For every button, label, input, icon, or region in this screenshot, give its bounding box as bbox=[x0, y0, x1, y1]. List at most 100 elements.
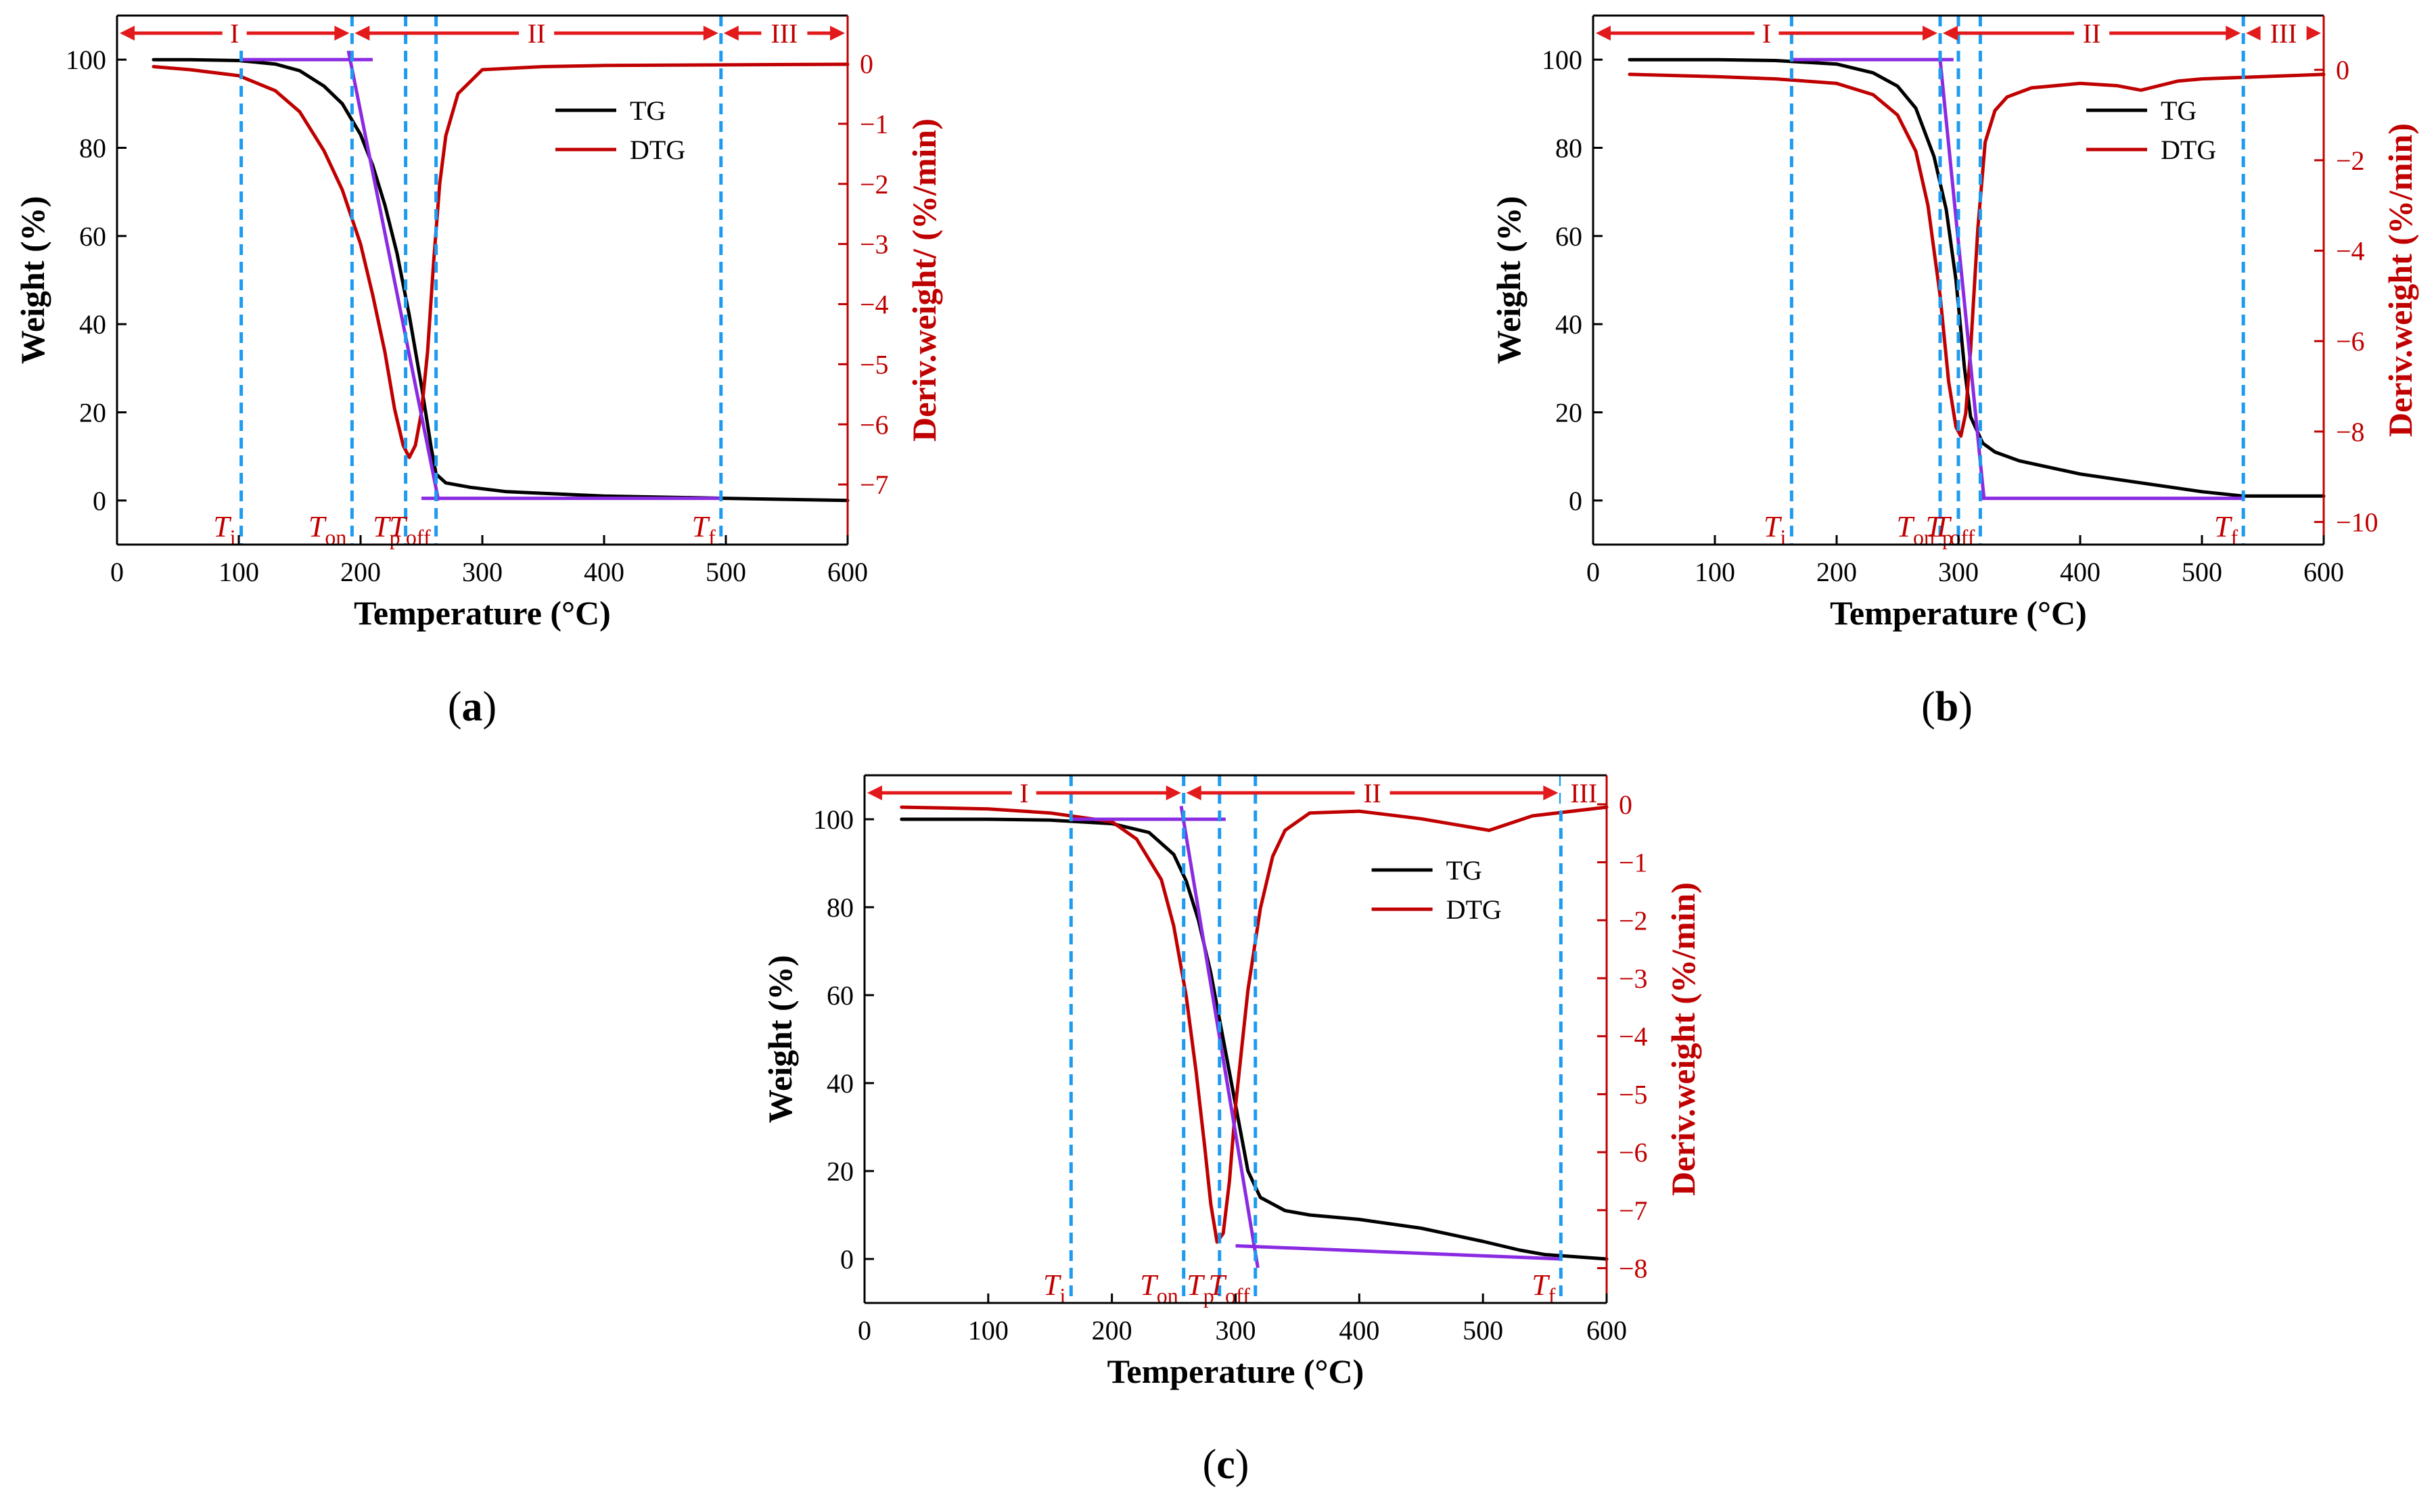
region-arrowhead-left bbox=[867, 785, 882, 800]
tangent-line-c-1 bbox=[1179, 806, 1260, 1268]
y-tick-label-b-60: 60 bbox=[1555, 221, 1582, 252]
y2-tick-label-a--5: −5 bbox=[860, 349, 889, 380]
region-arrowhead-right bbox=[830, 26, 845, 41]
y-tick-label-a-0: 0 bbox=[93, 486, 106, 516]
x-tick-label-a-100: 100 bbox=[219, 557, 259, 587]
y2-tick-label-b--8: −8 bbox=[2336, 417, 2365, 447]
y2-tick-label-b--4: −4 bbox=[2336, 236, 2365, 267]
x-tick-label-a-300: 300 bbox=[462, 557, 503, 587]
region-label-bg bbox=[519, 16, 555, 45]
y-tick-label-b-80: 80 bbox=[1555, 133, 1582, 164]
region-label-bg bbox=[2260, 16, 2307, 45]
region-label-c-I: I bbox=[1019, 778, 1028, 808]
region-arrowhead-left bbox=[2246, 26, 2261, 41]
region-arrowhead-left bbox=[1943, 26, 1958, 41]
region-label-bg bbox=[222, 16, 247, 45]
y2-tick-label-a--4: −4 bbox=[860, 290, 889, 320]
region-arrowhead-left bbox=[723, 26, 739, 41]
legend-label-tg-c: TG bbox=[1446, 855, 1482, 886]
region-arrowhead-left bbox=[354, 26, 370, 41]
x-tick-label-c-500: 500 bbox=[1463, 1315, 1503, 1346]
x-axis-title-c: Temperature (°C) bbox=[1107, 1352, 1364, 1390]
y2-tick-label-c--3: −3 bbox=[1619, 963, 1648, 994]
region-arrow-a-2: II bbox=[354, 16, 718, 49]
marker-label-a-on: Ton bbox=[308, 510, 346, 549]
x-tick-label-a-400: 400 bbox=[584, 557, 624, 587]
marker-label-c-f: Tf bbox=[1532, 1268, 1555, 1308]
region-arrow-b-3: III bbox=[2246, 16, 2321, 49]
region-arrowhead-right bbox=[1923, 26, 1937, 41]
region-label-b-II: II bbox=[2083, 18, 2101, 49]
region-arrowhead-right bbox=[2306, 26, 2321, 41]
series-dtg-line-c bbox=[900, 805, 1609, 1244]
marker-label-b-i: Ti bbox=[1764, 510, 1786, 549]
x-tick-label-b-400: 400 bbox=[2060, 557, 2100, 587]
y2-axis-title-a: Deriv.weight/ (%/min) bbox=[905, 118, 943, 442]
y-tick-label-b-0: 0 bbox=[1569, 486, 1582, 516]
legend-label-tg-a: TG bbox=[630, 95, 666, 126]
tangent-line-c-2 bbox=[1235, 1244, 1561, 1261]
y2-tick-label-c--6: −6 bbox=[1619, 1137, 1648, 1168]
region-label-a-I: I bbox=[230, 18, 239, 49]
marker-label-c-off: Toff bbox=[1209, 1268, 1251, 1308]
x-axis-title-a: Temperature (°C) bbox=[354, 594, 611, 632]
legend-label-dtg-b: DTG bbox=[2161, 135, 2216, 165]
region-arrowhead-right bbox=[1543, 785, 1559, 800]
x-tick-label-a-200: 200 bbox=[340, 557, 381, 587]
region-arrow-c-2: II bbox=[1186, 775, 1559, 808]
region-label-c-II: II bbox=[1363, 778, 1381, 808]
y2-tick-label-b-0: 0 bbox=[2336, 55, 2349, 85]
region-arrowhead-right bbox=[2226, 26, 2241, 41]
y2-tick-label-c--4: −4 bbox=[1619, 1022, 1648, 1052]
caption-b: (b) bbox=[1921, 684, 1973, 730]
region-arrowhead-left bbox=[120, 26, 135, 41]
y-tick-label-a-100: 100 bbox=[66, 45, 106, 75]
marker-label-b-p: Tp bbox=[1926, 510, 1953, 549]
region-label-bg bbox=[761, 16, 808, 45]
y-tick-label-b-20: 20 bbox=[1555, 398, 1582, 428]
region-arrow-a-3: III bbox=[723, 16, 845, 49]
series-tg-line-b bbox=[1628, 58, 2326, 498]
y-tick-label-a-60: 60 bbox=[79, 221, 106, 252]
y-tick-label-b-100: 100 bbox=[1542, 45, 1582, 75]
y2-tick-label-c--7: −7 bbox=[1619, 1195, 1648, 1226]
region-arrowhead-right bbox=[1166, 785, 1181, 800]
y2-tick-label-a--2: −2 bbox=[860, 169, 889, 200]
x-tick-label-c-200: 200 bbox=[1092, 1315, 1132, 1346]
legend-label-dtg-a: DTG bbox=[630, 135, 685, 165]
x-tick-label-b-600: 600 bbox=[2303, 557, 2344, 587]
region-label-b-III: III bbox=[2270, 18, 2297, 49]
y2-tick-label-c--8: −8 bbox=[1619, 1254, 1648, 1284]
x-axis-title-b: Temperature (°C) bbox=[1830, 594, 2087, 632]
tangent-line-b-1 bbox=[1938, 59, 1986, 499]
region-arrow-c-3: III bbox=[1561, 775, 1607, 808]
y2-tick-label-b--10: −10 bbox=[2336, 507, 2378, 538]
y2-tick-label-c--2: −2 bbox=[1619, 905, 1648, 936]
tangent-line-a-1 bbox=[346, 50, 440, 501]
y2-tick-label-c-0: 0 bbox=[1619, 789, 1632, 820]
legend-label-tg-b: TG bbox=[2161, 95, 2197, 126]
y2-tick-label-c--5: −5 bbox=[1619, 1079, 1648, 1109]
y-tick-label-c-100: 100 bbox=[813, 804, 854, 835]
caption-a: (a) bbox=[447, 684, 497, 730]
marker-label-a-p: Tp bbox=[373, 510, 400, 549]
y-tick-label-a-80: 80 bbox=[79, 133, 106, 164]
series-dtg-line-b bbox=[1628, 72, 2326, 438]
y2-tick-label-a--3: −3 bbox=[860, 229, 889, 260]
y-axis-title-c: Weight (%) bbox=[761, 955, 799, 1124]
marker-label-c-i: Ti bbox=[1043, 1268, 1065, 1308]
y-tick-label-c-0: 0 bbox=[840, 1244, 854, 1275]
x-tick-label-c-600: 600 bbox=[1586, 1315, 1627, 1346]
region-label-bg bbox=[2074, 16, 2110, 45]
y-tick-label-a-40: 40 bbox=[79, 309, 106, 340]
y-axis-title-b: Weight (%) bbox=[1490, 196, 1527, 365]
region-label-bg bbox=[1754, 16, 1779, 45]
y-tick-label-c-60: 60 bbox=[827, 980, 854, 1011]
legend-label-dtg-c: DTG bbox=[1446, 894, 1502, 925]
region-label-a-II: II bbox=[528, 18, 546, 49]
